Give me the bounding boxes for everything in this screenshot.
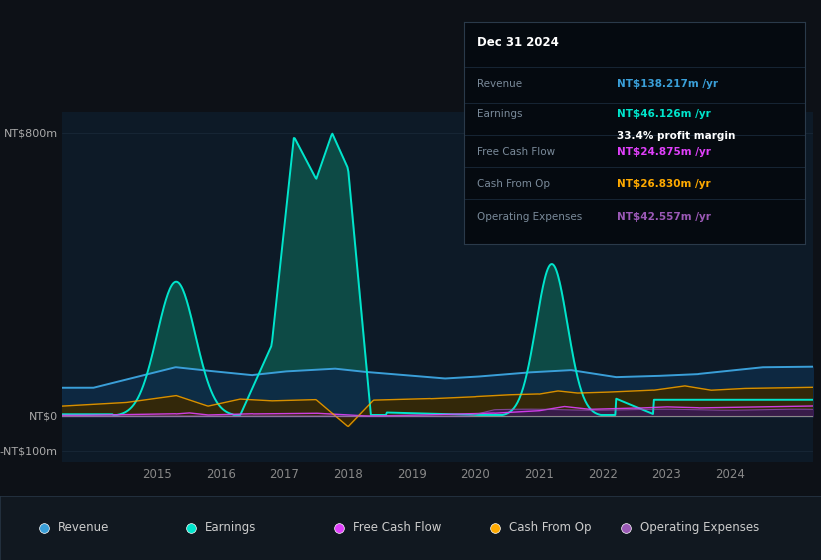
Text: -NT$100m: -NT$100m (0, 446, 57, 456)
Text: Dec 31 2024: Dec 31 2024 (478, 36, 559, 49)
Text: 33.4% profit margin: 33.4% profit margin (617, 131, 736, 141)
Text: NT$42.557m /yr: NT$42.557m /yr (617, 212, 711, 222)
Text: NT$0: NT$0 (29, 411, 57, 421)
Text: Cash From Op: Cash From Op (478, 179, 551, 189)
Text: Earnings: Earnings (205, 521, 257, 534)
Text: Operating Expenses: Operating Expenses (478, 212, 583, 222)
Text: NT$800m: NT$800m (3, 128, 57, 138)
Text: Revenue: Revenue (478, 80, 523, 90)
Text: NT$46.126m /yr: NT$46.126m /yr (617, 109, 711, 119)
Text: Free Cash Flow: Free Cash Flow (353, 521, 442, 534)
Text: Cash From Op: Cash From Op (509, 521, 591, 534)
Text: NT$26.830m /yr: NT$26.830m /yr (617, 179, 711, 189)
Text: NT$24.875m /yr: NT$24.875m /yr (617, 147, 711, 157)
Text: Operating Expenses: Operating Expenses (640, 521, 759, 534)
Text: Revenue: Revenue (57, 521, 109, 534)
Text: NT$138.217m /yr: NT$138.217m /yr (617, 80, 718, 90)
Text: Earnings: Earnings (478, 109, 523, 119)
Text: Free Cash Flow: Free Cash Flow (478, 147, 556, 157)
